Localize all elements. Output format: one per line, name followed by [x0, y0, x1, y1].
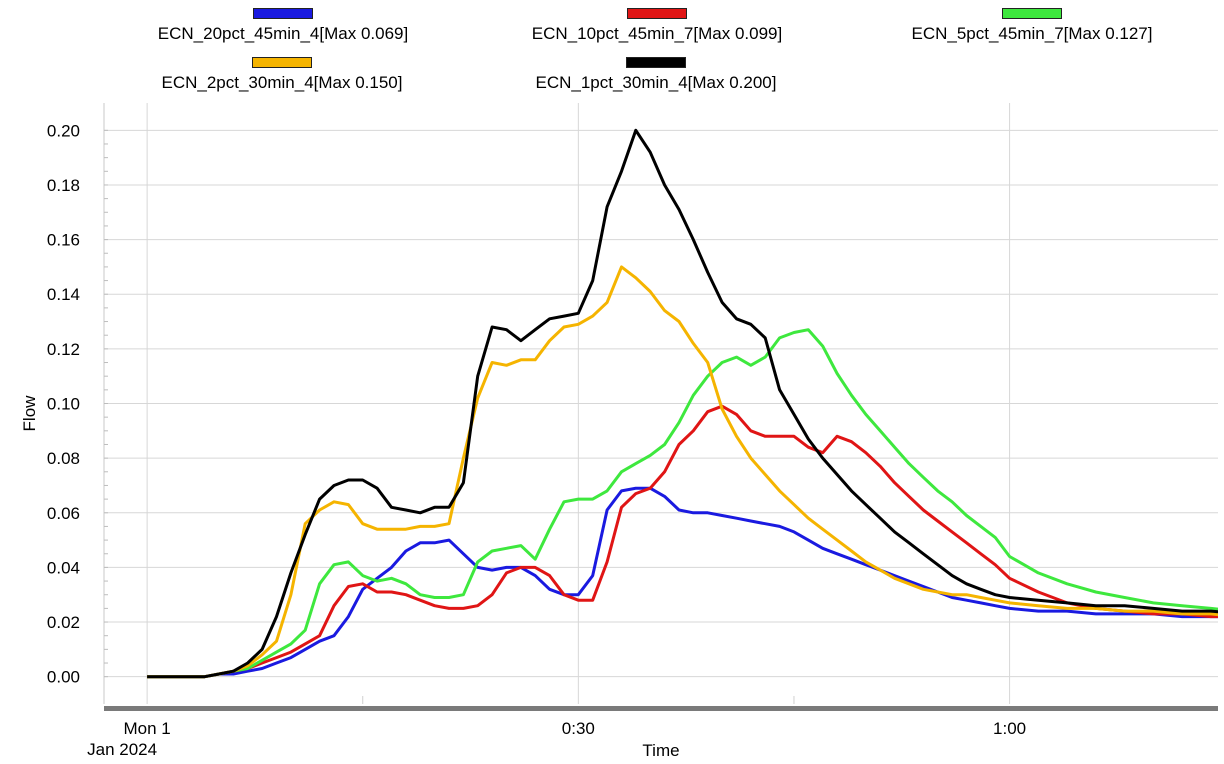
legend-label: ECN_2pct_30min_4[Max 0.150]: [161, 73, 403, 92]
series-line-ECN_10pct_45min_7: [147, 404, 1218, 679]
x-tick-label: 1:00: [993, 719, 1026, 738]
series-line-ECN_5pct_45min_7: [147, 328, 1218, 679]
x-tick-label: 0:30: [562, 719, 595, 738]
x-tick-label: Mon 1: [123, 719, 170, 738]
legend-label: ECN_1pct_30min_4[Max 0.200]: [535, 73, 777, 92]
y-tick-label: 0.04: [47, 558, 80, 577]
legend-swatch: [626, 57, 686, 68]
y-tick-label: 0.00: [47, 668, 80, 687]
legend-label: ECN_10pct_45min_7[Max 0.099]: [531, 24, 783, 43]
legend-label: ECN_5pct_45min_7[Max 0.127]: [911, 24, 1153, 43]
y-tick-label: 0.20: [47, 121, 80, 140]
y-axis-title: Flow: [20, 395, 39, 432]
series-lines: [147, 128, 1218, 679]
legend-swatch: [252, 57, 312, 68]
y-tick-label: 0.02: [47, 613, 80, 632]
y-tick-label: 0.18: [47, 176, 80, 195]
y-tick-label: 0.14: [47, 285, 80, 304]
grid: [103, 103, 1218, 704]
x-axis-title: Time: [642, 741, 679, 760]
y-tick-label: 0.12: [47, 340, 80, 359]
legend-item: ECN_20pct_45min_4[Max 0.069]: [63, 8, 503, 44]
legend-swatch: [253, 8, 313, 19]
y-tick-label: 0.08: [47, 449, 80, 468]
series-line-ECN_1pct_30min_4: [147, 128, 1218, 679]
series-line-ECN_20pct_45min_4: [147, 486, 1218, 679]
axes: 0.00 0.02 0.04 0.06 0.08 0.10 0.12 0.14 0.16 0.18…: [20, 121, 1218, 760]
legend-swatch: [1002, 8, 1062, 19]
x-axis-bar: [104, 706, 1218, 711]
legend-item: ECN_2pct_30min_4[Max 0.150]: [62, 57, 502, 93]
y-tick-label: 0.06: [47, 504, 80, 523]
legend-swatch: [627, 8, 687, 19]
legend-item: ECN_5pct_45min_7[Max 0.127]: [812, 8, 1224, 44]
legend-item: ECN_10pct_45min_7[Max 0.099]: [437, 8, 877, 44]
legend-label: ECN_20pct_45min_4[Max 0.069]: [157, 24, 409, 43]
legend-item: ECN_1pct_30min_4[Max 0.200]: [436, 57, 876, 93]
y-tick-label: 0.10: [47, 395, 80, 414]
x-tick-sublabel: Jan 2024: [87, 740, 157, 759]
y-tick-label: 0.16: [47, 231, 80, 250]
